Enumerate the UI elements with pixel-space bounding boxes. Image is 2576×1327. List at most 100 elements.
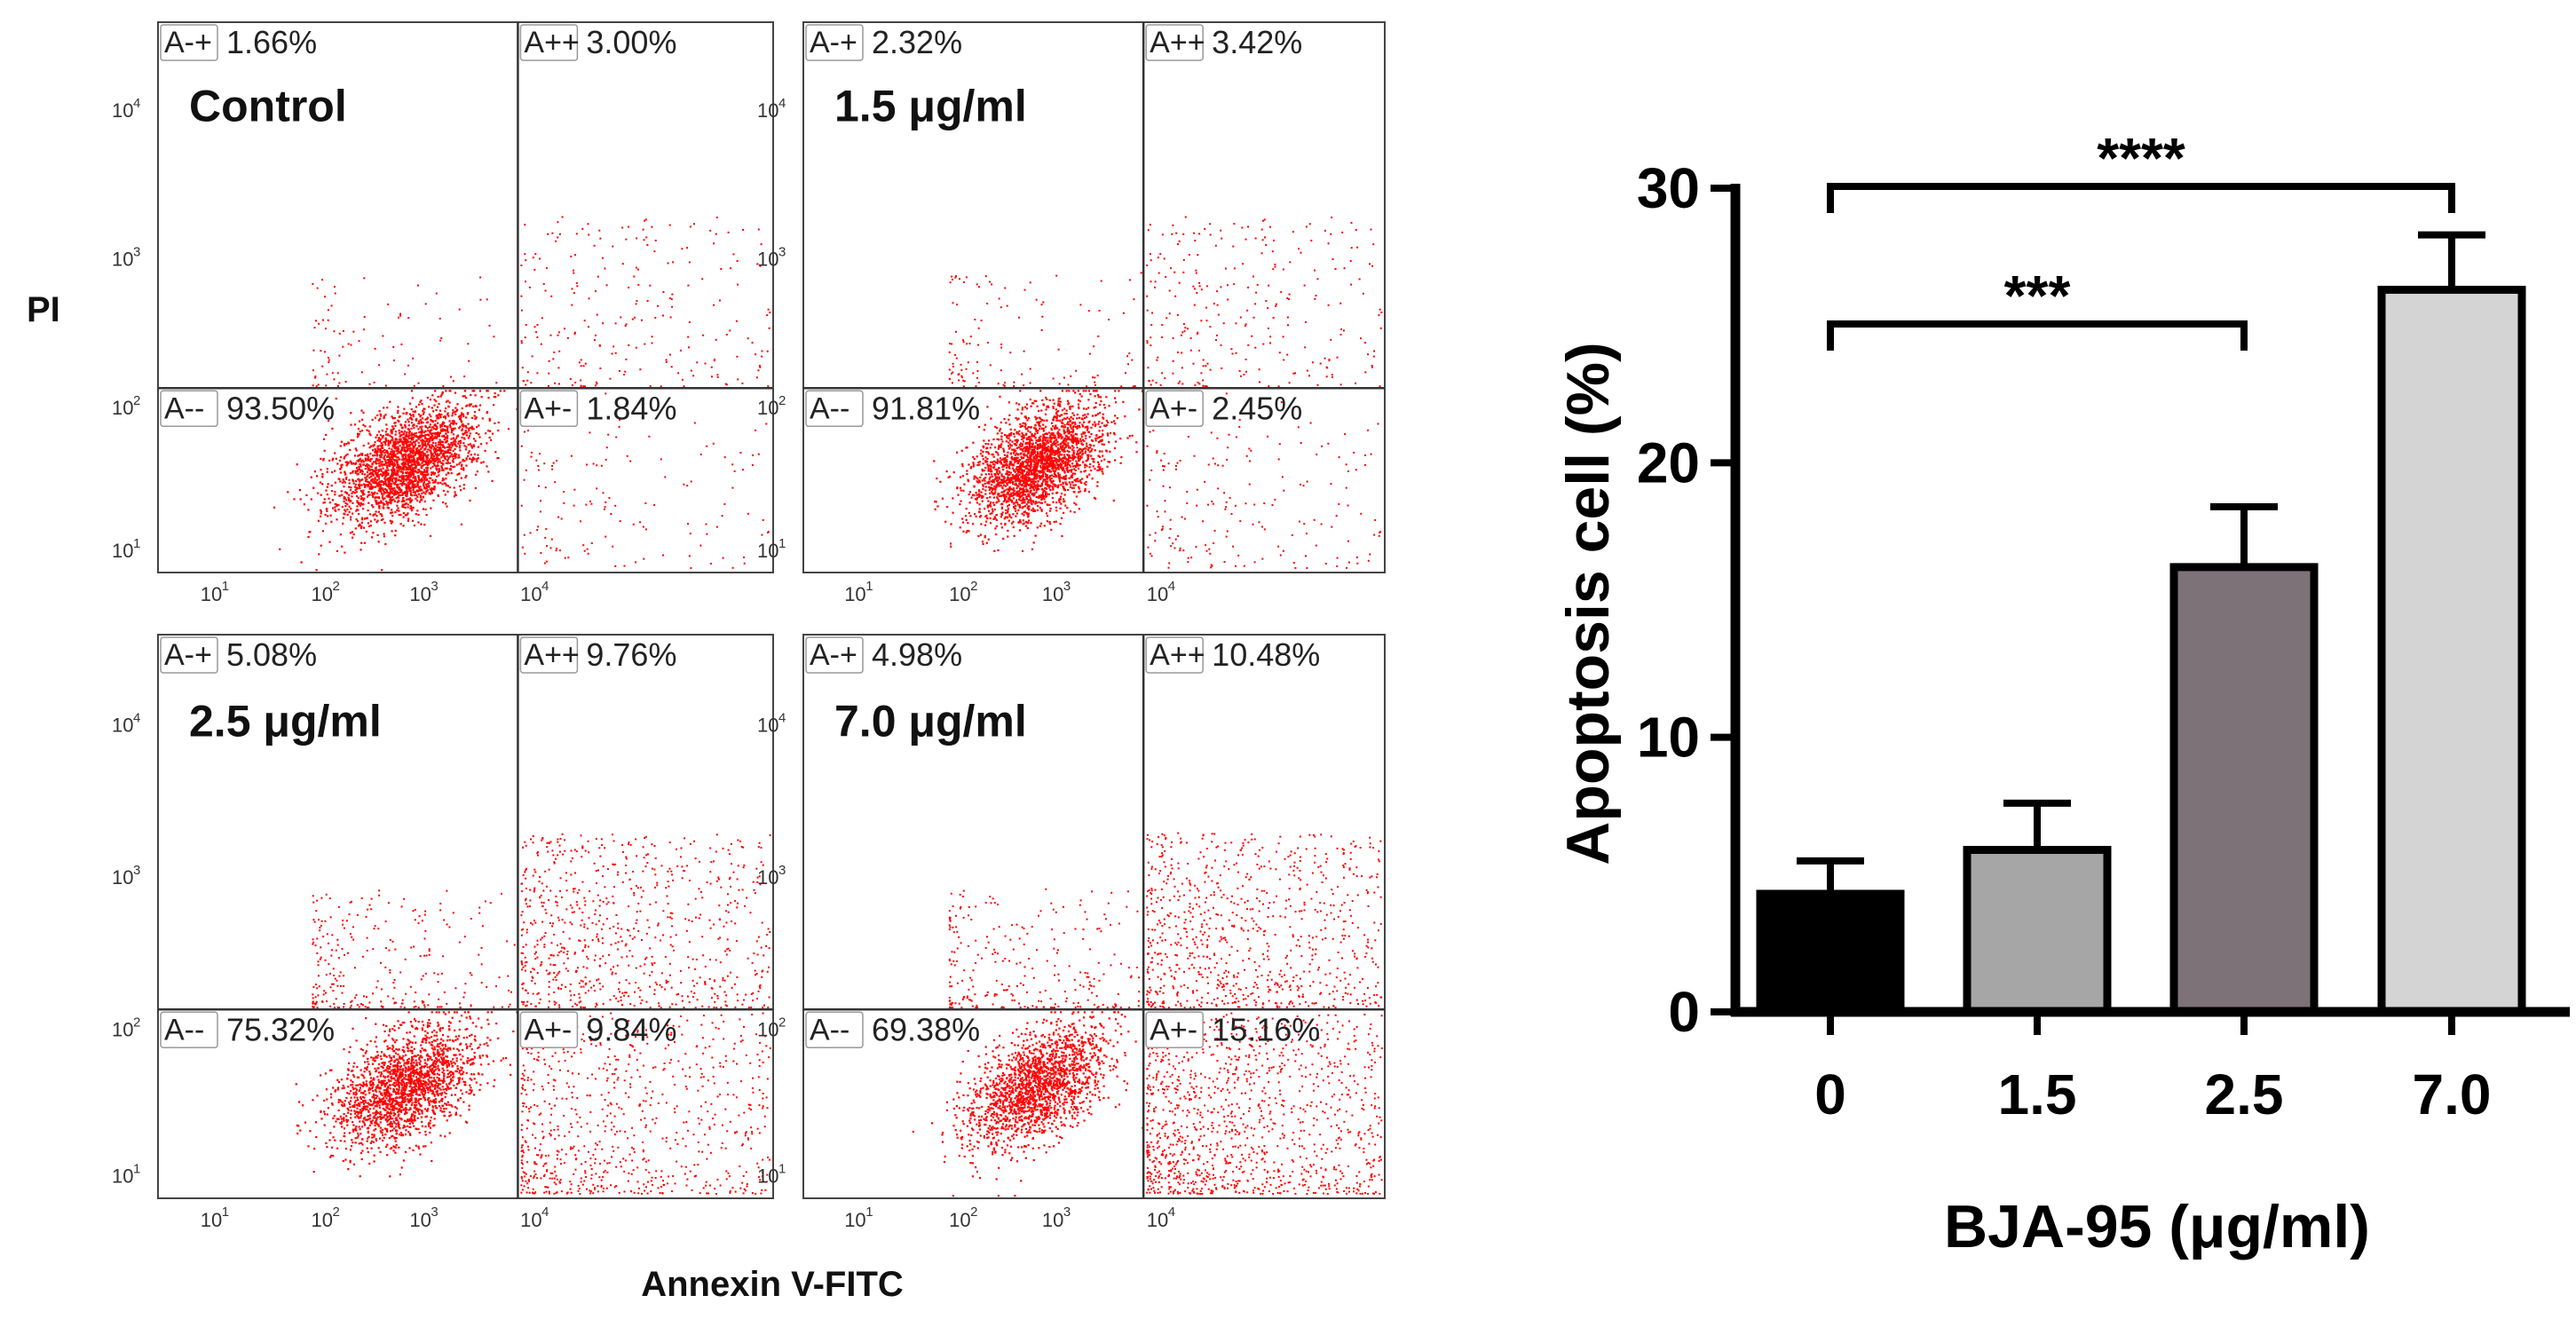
quadrant-percentage: 1.84% xyxy=(586,390,676,426)
y-tick-label: 10 xyxy=(112,397,133,419)
quadrant-label-box xyxy=(160,1011,218,1049)
y-tick-exponent: 2 xyxy=(133,393,140,408)
quadrant-percentage: 5.08% xyxy=(226,636,317,673)
quadrant-percentage: 15.16% xyxy=(1212,1011,1320,1047)
x-tick-exponent: 3 xyxy=(431,579,438,594)
x-tick-label: 1.5 xyxy=(1998,1062,2077,1126)
x-tick-label: 10 xyxy=(201,583,222,605)
quadrant-percentage: 10.48% xyxy=(1212,636,1320,673)
quadrant-label: A++ xyxy=(524,26,579,59)
x-axis-title: BJA-95 (μg/ml) xyxy=(1944,1193,2370,1260)
quadrant-label: A+- xyxy=(524,1013,572,1047)
quadrant-percentage: 1.66% xyxy=(226,24,317,60)
flow-panel: A-+ 4.98% A++ 10.48% A-- 69.38% A+- 15.16% 7.0 μ… xyxy=(757,634,1386,1231)
y-tick-label: 10 xyxy=(112,249,133,271)
condition-label: Control xyxy=(189,82,347,131)
quadrant-percentage: 9.76% xyxy=(586,636,676,673)
y-tick-exponent: 1 xyxy=(133,536,140,551)
y-tick-exponent: 1 xyxy=(778,1162,786,1177)
quadrant-label-box xyxy=(1145,636,1204,674)
y-tick-exponent: 3 xyxy=(133,863,140,878)
y-tick-exponent: 3 xyxy=(778,245,786,260)
x-tick-label: 10 xyxy=(409,583,431,605)
quadrant-percentage: 75.32% xyxy=(226,1011,335,1047)
quadrant-percentage: 3.00% xyxy=(586,24,676,60)
scatter-dots xyxy=(273,216,771,572)
quadrant-label-box xyxy=(1145,24,1204,61)
x-tick-exponent: 2 xyxy=(970,579,977,594)
x-tick-label: 10 xyxy=(949,583,970,605)
y-tick-exponent: 2 xyxy=(778,1015,786,1031)
y-tick-label: 20 xyxy=(1637,430,1700,494)
y-tick-label: 10 xyxy=(757,249,778,271)
quadrant-percentage: 93.50% xyxy=(226,390,335,426)
y-tick-label: 10 xyxy=(1637,706,1700,770)
plot-frame xyxy=(157,634,774,1199)
quadrant-label: A+- xyxy=(1150,391,1197,425)
x-tick-label: 10 xyxy=(1147,1209,1168,1231)
y-tick-label: 10 xyxy=(757,1165,778,1188)
y-tick-label: 10 xyxy=(112,1019,133,1041)
x-tick-label: 10 xyxy=(1042,1209,1063,1231)
y-tick-label: 10 xyxy=(112,715,133,737)
quadrant-label-box xyxy=(160,390,218,428)
condition-label: 7.0 μg/ml xyxy=(834,696,1027,746)
quadrant-percentage: 2.45% xyxy=(1212,390,1302,426)
condition-label: 2.5 μg/ml xyxy=(189,696,382,746)
quadrant-label-box xyxy=(160,24,218,61)
quadrant-label: A+- xyxy=(524,391,572,425)
x-tick-label: 7.0 xyxy=(2413,1062,2492,1126)
y-tick-exponent: 4 xyxy=(133,711,140,726)
y-tick-label: 10 xyxy=(112,99,133,122)
y-tick-exponent: 4 xyxy=(778,96,786,111)
x-tick-label: 10 xyxy=(311,1209,332,1231)
y-tick-label: 10 xyxy=(112,866,133,889)
flow-y-axis-title: PI xyxy=(27,290,60,329)
significance-bracket xyxy=(1827,320,2248,351)
quadrant-label-box xyxy=(805,24,864,61)
quadrant-label-box xyxy=(519,636,579,674)
y-tick-exponent: 1 xyxy=(133,1162,140,1177)
quadrant-label: A-+ xyxy=(810,638,857,672)
flow-cytometry-panels: A-+ 1.66% A++ 3.00%A-- 93.50% A+- 1.84%Control… xyxy=(112,21,1386,1231)
x-tick-exponent: 1 xyxy=(222,579,229,594)
quadrant-percentage: 2.32% xyxy=(872,24,962,60)
condition-label: 1.5 μg/ml xyxy=(834,82,1027,131)
x-tick-exponent: 4 xyxy=(1168,1205,1175,1220)
quadrant-label-box xyxy=(805,636,864,674)
bar xyxy=(1756,889,1905,1016)
flow-x-axis-title: Annexin V-FITC xyxy=(641,1265,904,1304)
x-axis-ticks: 0 1.5 2.5 7.0 xyxy=(1814,1012,2491,1126)
x-tick-exponent: 3 xyxy=(431,1205,438,1220)
y-tick-label: 10 xyxy=(757,866,778,889)
quadrant-percentage: 3.42% xyxy=(1212,24,1302,60)
x-tick-label: 10 xyxy=(949,1209,970,1231)
y-tick-label: 10 xyxy=(757,397,778,419)
plot-frame xyxy=(157,21,774,573)
x-tick-label: 10 xyxy=(1147,583,1168,605)
quadrant-percentage: 69.38% xyxy=(872,1011,980,1047)
quadrant-label: A-- xyxy=(810,391,849,425)
y-tick-label: 10 xyxy=(112,540,133,562)
quadrant-label-box xyxy=(519,24,579,61)
bar xyxy=(2377,285,2526,1016)
quadrant-label: A+- xyxy=(1150,1013,1197,1047)
y-axis-title: Apoptosis cell (%) xyxy=(1554,342,1622,865)
quadrant-percentage: 4.98% xyxy=(872,636,962,673)
y-tick-exponent: 3 xyxy=(778,863,786,878)
flow-panel: A-+ 2.32% A++ 3.42% A-- 91.81% A+- 2.45% 1.5 μg/… xyxy=(757,21,1386,605)
y-axis-ticks: 0 10 20 30 xyxy=(1637,156,1735,1044)
bar-series xyxy=(1756,285,2526,1016)
quadrant-label: A-+ xyxy=(164,26,212,59)
quadrant-label: A-- xyxy=(164,391,204,425)
x-tick-exponent: 1 xyxy=(865,1205,873,1220)
x-tick-exponent: 1 xyxy=(865,579,873,594)
quadrant-label-box xyxy=(519,390,579,428)
x-tick-label: 10 xyxy=(201,1209,222,1231)
x-tick-label: 10 xyxy=(844,583,865,605)
x-tick-label: 10 xyxy=(311,583,332,605)
quadrant-label: A++ xyxy=(1150,26,1205,59)
quadrant-percentage: 9.84% xyxy=(586,1011,676,1047)
x-tick-exponent: 4 xyxy=(541,1205,549,1220)
x-tick-label: 2.5 xyxy=(2205,1062,2284,1126)
